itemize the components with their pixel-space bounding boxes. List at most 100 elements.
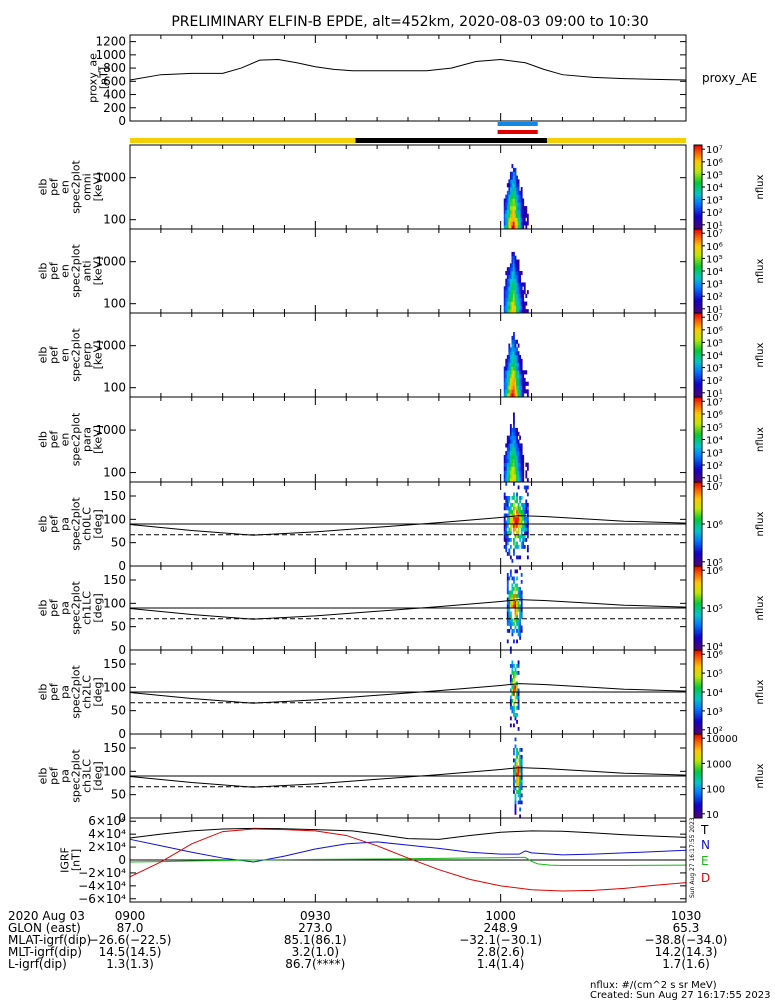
heatmap-cell	[523, 305, 526, 310]
heatmap-cell	[513, 267, 515, 272]
colorbar-step	[694, 382, 702, 385]
y-axis-label-line: IGRF	[59, 847, 72, 873]
heatmap-cell	[509, 625, 512, 630]
heatmap-cell	[505, 374, 508, 379]
heatmap-cell	[509, 695, 512, 700]
heatmap-cell	[520, 282, 523, 287]
heatmap-cell	[511, 175, 514, 180]
heatmap-cell	[514, 297, 517, 302]
colorbar-step	[694, 624, 702, 628]
heatmap-cell	[506, 370, 509, 375]
heatmap-cell	[511, 290, 514, 295]
heatmap-cell	[508, 351, 511, 356]
colorbar-tick-label: 10⁴	[706, 183, 723, 194]
heatmap-cell	[508, 608, 511, 612]
colorbar-step	[694, 486, 702, 489]
heatmap-cell	[506, 618, 509, 623]
y-tick-label: 150	[103, 657, 126, 671]
heatmap-cell	[513, 194, 515, 199]
legend-N: N	[701, 838, 710, 852]
heatmap-cell	[513, 381, 515, 386]
heatmap-cell	[520, 213, 523, 218]
heatmap-cell	[517, 282, 520, 287]
heatmap-cell	[511, 164, 514, 169]
y-axis-label-line: pa	[59, 601, 72, 615]
heatmap-cell	[514, 466, 517, 471]
heatmap-cell	[516, 671, 518, 675]
heatmap-cell	[519, 517, 522, 521]
heatmap-cell	[522, 293, 525, 299]
colorbar-tick-label: 10¹	[706, 389, 723, 400]
colorbar-step	[694, 264, 702, 268]
heatmap-cell	[523, 510, 526, 514]
heatmap-cell	[514, 545, 517, 549]
heatmap-cell	[513, 335, 515, 341]
heatmap-cell	[514, 374, 517, 379]
heatmap-cell	[509, 194, 512, 199]
colorbar-step	[694, 424, 702, 428]
heatmap-cell	[523, 385, 526, 390]
heatmap-cell	[511, 503, 514, 507]
colorbar-step	[694, 161, 702, 165]
y-axis-label-line: [keV]	[92, 257, 105, 286]
heatmap-cell	[519, 762, 522, 766]
heatmap-cell	[514, 569, 517, 574]
colorbar-step	[694, 182, 702, 186]
heatmap-cell	[526, 393, 529, 398]
colorbar-step	[694, 538, 702, 542]
heatmap-cell	[516, 305, 518, 310]
heatmap-cell	[509, 274, 512, 279]
colorbar-step	[694, 292, 702, 295]
heatmap-cell	[513, 685, 515, 689]
heatmap-cell	[508, 538, 511, 542]
heatmap-cell	[514, 259, 517, 264]
heatmap-cell	[514, 758, 517, 763]
heatmap-cell	[514, 615, 517, 619]
heatmap-cell	[520, 370, 523, 375]
heatmap-cell	[506, 590, 509, 595]
heatmap-cell	[509, 225, 512, 230]
colorbar-step	[694, 673, 702, 676]
heatmap-cell	[517, 187, 520, 192]
x-row-value: 1.4(1.4)	[477, 957, 525, 971]
heatmap-cell	[513, 443, 515, 448]
heatmap-cell	[506, 381, 509, 386]
heatmap-cell	[509, 305, 512, 310]
heatmap-cell	[516, 439, 518, 444]
heatmap-cell	[511, 259, 514, 264]
y-tick-label: 1000	[95, 255, 126, 269]
heatmap-cell	[517, 664, 520, 668]
heatmap-cell	[525, 209, 528, 215]
heatmap-cell	[511, 190, 514, 195]
heatmap-cell	[513, 385, 515, 390]
heatmap-cell	[525, 389, 528, 394]
heatmap-cell	[517, 632, 520, 637]
colorbar-step	[694, 203, 702, 207]
heatmap-cell	[526, 520, 529, 525]
heatmap-cell	[520, 209, 523, 215]
colorbar-step	[694, 317, 702, 320]
heatmap-cell	[517, 351, 520, 356]
loss-cone-line	[129, 599, 687, 620]
heatmap-cell	[508, 474, 511, 479]
colorbar-step	[694, 300, 702, 303]
heatmap-cell	[508, 439, 511, 444]
heatmap-cell	[505, 213, 508, 218]
heatmap-cell	[522, 506, 525, 511]
colorbar-step	[694, 666, 702, 670]
heatmap-cell	[511, 685, 514, 689]
heatmap-cell	[511, 225, 514, 230]
heatmap-cell	[520, 601, 523, 605]
colorbar-step	[694, 399, 702, 402]
heatmap-cell	[517, 293, 520, 299]
heatmap-cell	[509, 646, 512, 651]
colorbar-tick-label: 10⁴	[706, 351, 723, 362]
colorbar-step	[694, 151, 702, 154]
y-tick-label: 0	[118, 643, 126, 657]
colorbar-step	[694, 740, 702, 743]
heatmap-cell	[520, 517, 523, 521]
heatmap-cell	[519, 435, 522, 440]
